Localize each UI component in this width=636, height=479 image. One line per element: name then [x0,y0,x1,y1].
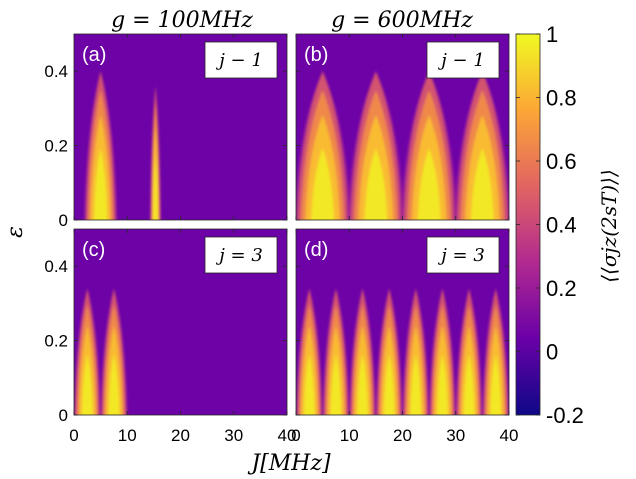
y-axis-label: ε [3,226,28,238]
x-axis-right: 0 10 20 30 40 [291,426,518,445]
lobe-5 [428,288,457,415]
annotation-box [426,236,500,274]
lobe-1 [347,71,405,220]
lobe-1 [100,288,128,415]
lobe-7 [482,288,509,415]
lobe-0 [74,288,101,415]
x-tick-label: 30 [224,426,243,445]
panel-a: (a) j − 1 [73,33,288,221]
x-tick-label: 40 [278,426,297,445]
x-tick-label: 0 [291,426,300,445]
y-tick-label: 0 [59,406,68,425]
x-tick-label: 10 [118,426,137,445]
column-title-g600: g = 600MHz [331,8,473,33]
y-tick-label: 0 [59,211,68,230]
colorbar-tick-label: 1 [546,22,558,47]
lobe-1 [322,288,350,415]
x-tick-label: 10 [340,426,359,445]
lobe-2 [400,71,458,220]
annotation-text: j = 3 [437,245,485,266]
colorbar-tick-label: 0.6 [546,149,577,174]
x-tick-label: 20 [171,426,190,445]
x-tick-label: 20 [393,426,412,445]
colorbar-ticks: -0.2 0 0.2 0.4 0.6 0.8 1 [516,22,584,428]
lobe-6 [455,288,483,415]
lobe-0 [296,71,352,220]
panel-label: (b) [304,44,328,66]
y-tick-label: 0.4 [44,62,68,81]
colorbar-label: ⟨⟨σjz(2sT)⟩⟩ [597,169,621,283]
x-axis-label: J[MHz] [247,451,331,476]
panel-label: (c) [82,239,105,261]
lobe-4 [402,288,430,415]
annotation-box [204,236,278,274]
annotation-box [204,41,278,79]
lobe-0 [83,71,118,220]
colorbar-tick-label: -0.2 [546,403,584,428]
x-tick-label: 40 [500,426,519,445]
x-tick-label: 30 [446,426,465,445]
panel-label: (d) [304,239,328,261]
y-tick-label: 0.2 [44,332,68,351]
lobe-2 [348,288,377,415]
colorbar-tick-label: 0.8 [546,86,577,111]
colorbar-tick-label: 0.2 [546,276,577,301]
y-axis-bottom: 0 0.2 0.4 [44,257,68,425]
lobe-0 [296,288,323,415]
panel-d: (d) j = 3 [295,228,510,416]
colorbar-tick-label: 0 [546,340,558,365]
column-title-g100: g = 100MHz [111,8,253,33]
y-tick-label: 0.2 [44,137,68,156]
lobe-1 [150,86,161,220]
colorbar-tick-label: 0.4 [546,213,577,238]
panel-c: (c) j = 3 [73,228,288,416]
panel-label: (a) [82,44,106,66]
annotation-text: j − 1 [437,50,485,71]
annotation-text: j = 3 [215,245,263,266]
y-axis-top: 0 0.2 0.4 [44,62,68,230]
x-tick-label: 0 [69,426,78,445]
lobe-3 [453,71,509,220]
x-axis-left: 0 10 20 30 40 [69,426,296,445]
annotation-box [426,41,500,79]
panel-b: (b) j − 1 [295,33,510,221]
y-tick-label: 0.4 [44,257,68,276]
annotation-text: j − 1 [215,50,263,71]
lobe-3 [375,288,403,415]
